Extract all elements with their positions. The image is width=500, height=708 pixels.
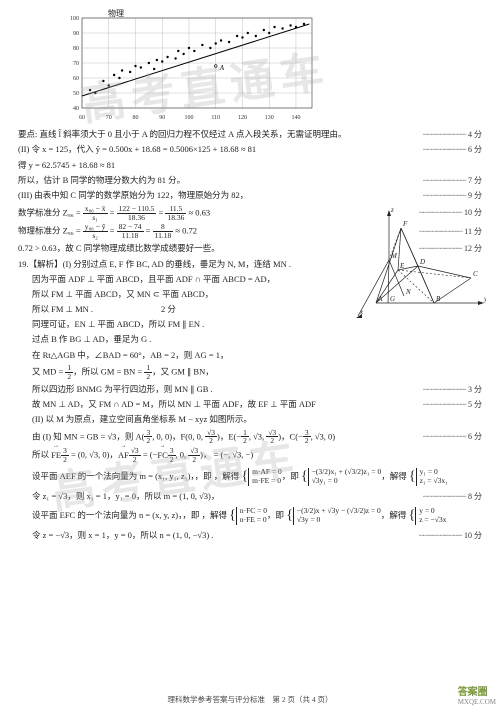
solution-line: 过点 B 作 BG ⊥ AD，垂足为 G . bbox=[32, 333, 482, 346]
solution-line: 设平面 EFC 的一个法向量为 n = (x, y, z)，，即 ，解得 {n·… bbox=[32, 505, 482, 527]
svg-text:F: F bbox=[402, 220, 408, 228]
svg-text:70: 70 bbox=[73, 61, 79, 67]
svg-text:B: B bbox=[436, 295, 441, 303]
corner-brand: 答案圈 MXQE.COM bbox=[458, 683, 496, 706]
chart-title: 物理 bbox=[108, 8, 124, 19]
solution-line: 所以 FE32 = (0, √3, 0)，AF√32 = (−FC32, 0, … bbox=[32, 447, 482, 464]
solution-body: 要点: 直线 l̂ 斜率须大于 0 且小于 A 的回归力程不仅经过 A 点入段关… bbox=[18, 128, 482, 542]
geometry-diagram: A B C D E F M N Gz x y bbox=[356, 208, 486, 318]
svg-text:50: 50 bbox=[73, 91, 79, 97]
svg-text:140: 140 bbox=[291, 115, 300, 121]
svg-text:D: D bbox=[419, 258, 425, 266]
svg-text:90: 90 bbox=[159, 115, 165, 121]
svg-text:60: 60 bbox=[79, 115, 85, 121]
chart-svg: 60 70 80 90 100 110 120 130 140 40 50 60 70 80 90 100 A bbox=[58, 10, 318, 122]
solution-line: 令 z₁ = √3，则 x₁ = 1，y₁ = 0，所以 m = (1, 0, … bbox=[32, 490, 482, 503]
svg-text:y: y bbox=[483, 295, 486, 303]
svg-text:z: z bbox=[390, 208, 394, 214]
solution-line: 要点: 直线 l̂ 斜率须大于 0 且小于 A 的回归力程不仅经过 A 点入段关… bbox=[18, 128, 482, 141]
svg-text:100: 100 bbox=[184, 115, 193, 121]
solution-line: 设平面 AEF 的一个法向量为 m = (x₁, y₁, z₁)，，即 ，解得 … bbox=[32, 466, 482, 488]
svg-text:E: E bbox=[399, 262, 405, 270]
svg-text:N: N bbox=[405, 288, 411, 296]
svg-text:A: A bbox=[219, 64, 225, 72]
svg-text:70: 70 bbox=[106, 115, 112, 121]
solution-line: 所以，估计 B 同学的物理分数大约为 81 分。┈┈┈┈┈┈┈┈┈┈7 分 bbox=[18, 174, 482, 187]
solution-line: 同理可证，EN ⊥ 平面 ABCD，所以 FM ∥ EN . bbox=[32, 318, 482, 331]
svg-text:130: 130 bbox=[265, 115, 274, 121]
svg-text:A: A bbox=[377, 295, 383, 303]
solution-line: (III) 由表中知 C 同学的数学原始分为 122，物理原始分为 82，┈┈┈… bbox=[18, 189, 482, 202]
solution-line: (II) 以 M 为原点，建立空间直角坐标系 M − xyz 如图所示。 bbox=[32, 413, 482, 426]
corner-sub: MXQE.COM bbox=[458, 698, 496, 706]
svg-text:110: 110 bbox=[211, 115, 220, 121]
svg-text:60: 60 bbox=[73, 76, 79, 82]
solution-line: 得 y = 62.5745 + 18.68 ≈ 81 bbox=[18, 159, 482, 172]
svg-text:G: G bbox=[390, 295, 395, 303]
svg-text:M: M bbox=[390, 252, 398, 260]
svg-text:80: 80 bbox=[73, 46, 79, 52]
svg-text:C: C bbox=[473, 270, 478, 278]
svg-text:x: x bbox=[359, 308, 364, 316]
svg-text:90: 90 bbox=[73, 31, 79, 37]
solution-line: 所以四边形 BNMG 为平行四边形，则 MN ∥ GB .┈┈┈┈┈┈┈┈┈┈3… bbox=[32, 383, 482, 396]
solution-line: 在 Rt△AGB 中，∠BAD = 60°，AB = 2，则 AG = 1， bbox=[32, 349, 482, 362]
solution-line: 令 z = −√3，则 x = 1，y = 0，所以 n = (1, 0, −√… bbox=[32, 529, 482, 542]
corner-main: 答案圈 bbox=[458, 687, 488, 698]
svg-text:100: 100 bbox=[70, 16, 79, 22]
scatter-chart: 物理 60 70 80 90 100 110 120 130 140 40 50 60 70 80 90 10… bbox=[58, 10, 318, 122]
svg-text:120: 120 bbox=[238, 115, 247, 121]
svg-text:40: 40 bbox=[73, 106, 79, 112]
solution-line: 又 MD = 12，所以 GM = BN = 12，又 GM ∥ BN， bbox=[32, 364, 482, 381]
solution-line: 由 (I) 知 MN = GB = √3，则 A(32, 0, 0)，F(0, … bbox=[32, 429, 482, 446]
solution-line: (II) 令 x = 125，代入 ŷ = 0.500x + 18.68 = 0… bbox=[18, 143, 482, 156]
solution-line: 故 MN ⊥ AD，又 FM ∩ AD = M，所以 MN ⊥ 平面 ADF，故… bbox=[32, 398, 482, 411]
page-footer: 理科数学参考答案与评分标准 第 2 页（共 4 页） bbox=[0, 694, 500, 705]
svg-text:80: 80 bbox=[132, 115, 138, 121]
